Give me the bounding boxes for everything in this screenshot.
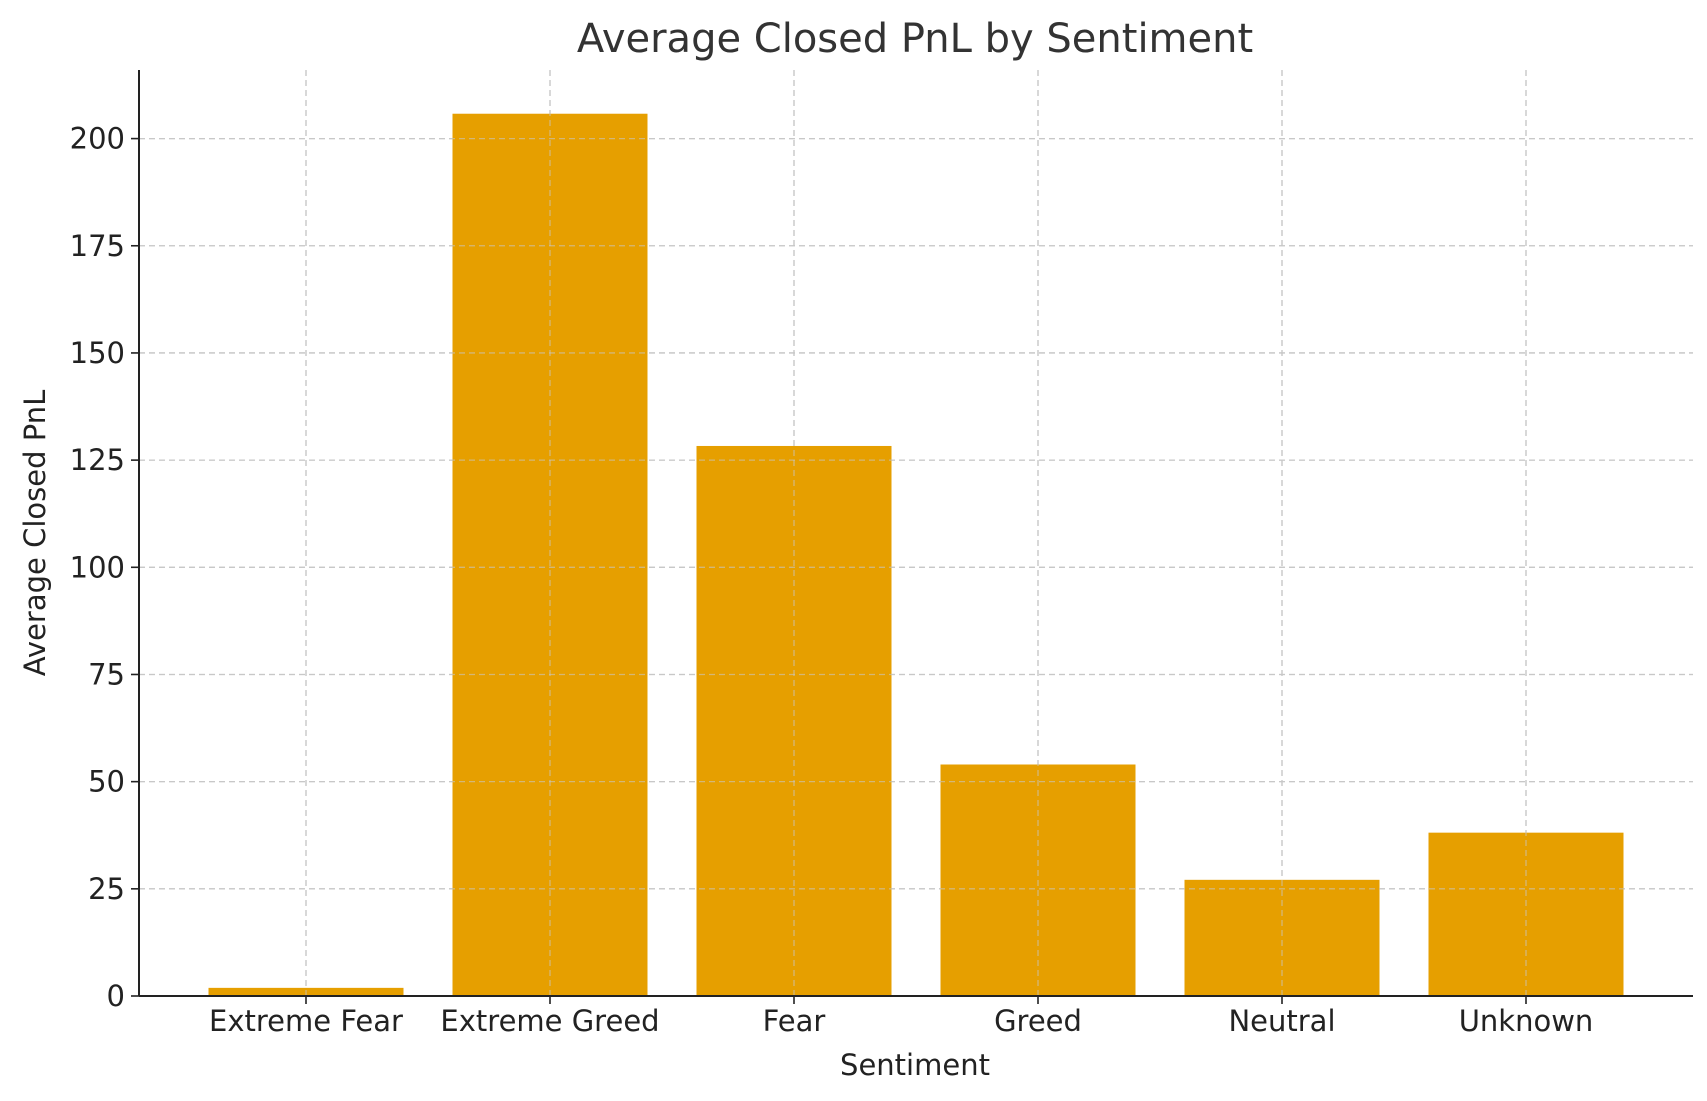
- ticks-layer: 0 25 50 75 100 125 150 175 200 Extreme Fear Extrem…: [70, 122, 1594, 1038]
- x-tick-label: Neutral: [1228, 1004, 1335, 1038]
- x-tick-label: Fear: [763, 1004, 826, 1038]
- y-axis-label: Average Closed PnL: [18, 390, 52, 676]
- x-tick-label: Extreme Fear: [209, 1004, 403, 1038]
- axes-layer: [138, 70, 1693, 997]
- chart-title: Average Closed PnL by Sentiment: [577, 16, 1253, 62]
- y-tick-label: 0: [107, 979, 125, 1013]
- bars-layer: [139, 70, 1693, 997]
- y-tick-label: 125: [70, 443, 125, 477]
- y-tick-label: 50: [88, 765, 125, 799]
- y-tick-label: 25: [88, 872, 125, 906]
- y-tick-label: 175: [70, 229, 125, 263]
- x-tick-label: Unknown: [1459, 1004, 1594, 1038]
- x-axis-label: Sentiment: [840, 1048, 990, 1082]
- y-tick-label: 150: [70, 336, 125, 370]
- x-tick-label: Greed: [994, 1004, 1082, 1038]
- y-tick-label: 100: [70, 550, 125, 584]
- y-tick-label: 75: [88, 657, 125, 691]
- bar-neutral: [1184, 879, 1380, 996]
- y-tick-label: 200: [70, 122, 125, 156]
- x-tick-label: Extreme Greed: [440, 1004, 659, 1038]
